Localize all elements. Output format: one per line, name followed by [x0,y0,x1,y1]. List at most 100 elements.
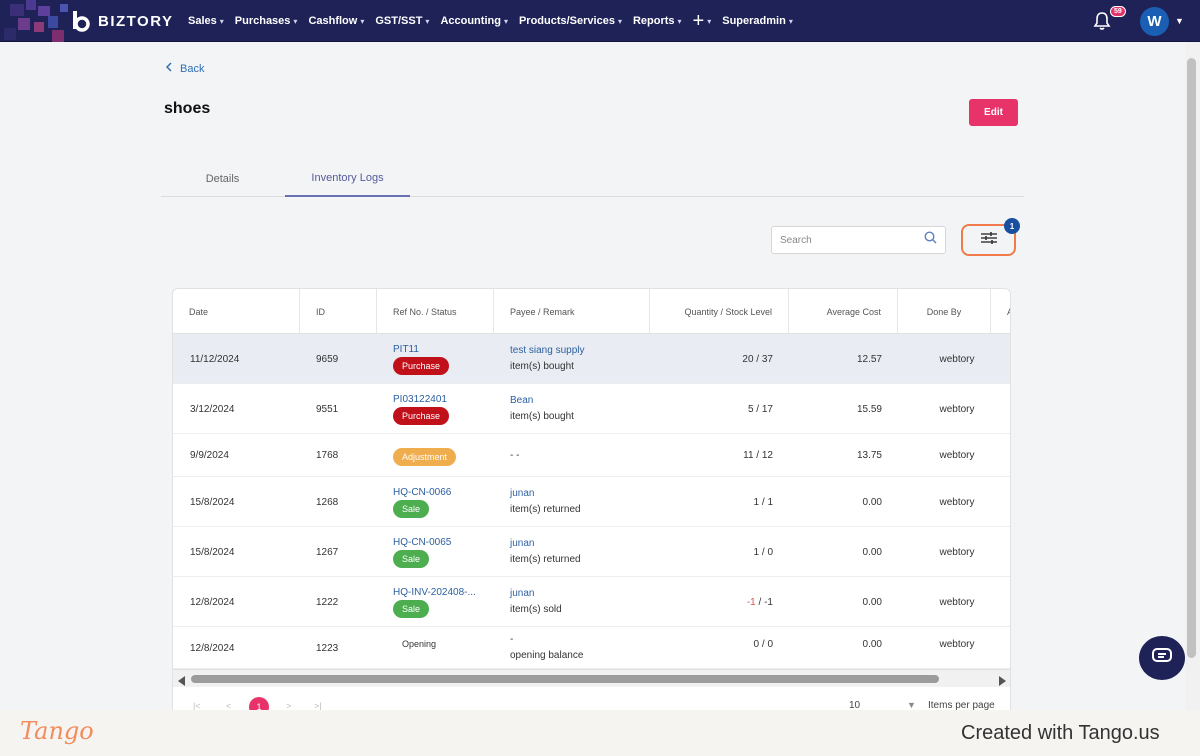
table-row[interactable]: 9/9/2024 1768 Adjustment - - 11 / 12 13.… [173,434,1010,477]
brand-pixel-decoration [0,0,100,42]
scrollbar-thumb[interactable] [191,675,939,683]
brand-name: BIZTORY [98,12,174,30]
remark: item(s) bought [510,361,574,372]
cell-average-cost: 13.75 [856,450,882,461]
per-page-select[interactable]: 10 [849,700,861,711]
cell-date: 15/8/2024 [190,546,235,558]
menu-reports[interactable]: Reports ▾ [632,15,682,27]
user-avatar[interactable]: W [1140,7,1169,36]
quantity-stock: 5 / 17 [747,403,773,415]
inventory-logs-table: Date ID Ref No. / Status Payee / Remark … [172,288,1011,728]
chevron-down-icon: ▾ [707,16,712,26]
bell-icon[interactable] [1093,11,1111,31]
chat-icon [1152,647,1172,669]
cell-done-by: webtory [939,353,975,365]
menu-quick-add[interactable]: + ▾ [693,11,712,31]
table-row[interactable]: 12/8/2024 1223 Opening - opening balance… [173,627,1010,669]
ref-link[interactable]: HQ-CN-0066 [393,486,452,498]
status-badge: Purchase [393,356,450,375]
column-header-payee-remark[interactable]: Payee / Remark [494,289,650,334]
search-icon[interactable] [924,231,937,249]
chevron-down-icon: ▾ [293,16,298,26]
quantity-stock: 1 / 0 [753,546,773,558]
table-row[interactable]: 15/8/2024 1267 HQ-CN-0065 Sale junan ite… [173,527,1010,577]
chevron-down-icon[interactable]: ▼ [907,700,916,710]
chat-support-button[interactable] [1139,636,1185,680]
cell-date: 11/12/2024 [190,353,240,365]
payee-link[interactable]: Bean [510,395,534,406]
cell-id: 1768 [316,450,339,461]
tab-bar: Details Inventory Logs [161,160,1024,197]
payee-link[interactable]: junan [510,488,535,499]
payee-link[interactable]: test siang supply [510,345,585,356]
next-page-button[interactable]: > [286,701,292,711]
remark: item(s) returned [510,504,581,515]
quantity-stock: 20 / 37 [742,353,773,365]
prev-page-button[interactable]: < [226,701,232,711]
menu-purchases[interactable]: Purchases ▾ [234,15,298,27]
chevron-down-icon: ▾ [617,16,622,26]
table-horizontal-scrollbar[interactable] [173,669,1010,687]
quantity-stock: 11 / 12 [743,450,773,461]
column-header-done-by[interactable]: Done By [898,289,991,334]
menu-sales[interactable]: Sales ▾ [188,15,224,27]
filter-count-badge: 1 [1004,218,1020,234]
cell-average-cost: 0.00 [862,638,882,650]
edit-button[interactable]: Edit [969,99,1018,126]
ref-link[interactable]: PIT11 [393,343,419,355]
cell-id: 1223 [316,642,339,654]
back-link[interactable]: Back [165,62,204,75]
sliders-icon [980,231,998,250]
scroll-left-arrow-icon[interactable] [178,673,186,691]
brand-logo[interactable]: BIZTORY [70,9,174,33]
cell-date: 15/8/2024 [190,496,235,508]
menu-gst-sst[interactable]: GST/SST ▾ [375,15,430,27]
table-row[interactable]: 15/8/2024 1268 HQ-CN-0066 Sale junan ite… [173,477,1010,527]
ref-link[interactable]: HQ-CN-0065 [393,536,452,548]
cell-done-by: webtory [939,638,975,650]
column-header-average-cost[interactable]: Average Cost [789,289,898,334]
notification-count-badge: 59 [1110,6,1126,17]
status-label: Opening [402,639,437,649]
menu-products-services[interactable]: Products/Services ▾ [518,15,622,27]
scroll-right-arrow-icon[interactable] [998,673,1006,691]
main-menu: Sales ▾ Purchases ▾ Cashflow ▾ GST/SST ▾ Acc… [188,0,804,42]
menu-superadmin[interactable]: Superadmin ▾ [722,15,793,27]
chevron-down-icon: ▾ [219,16,224,26]
tab-details[interactable]: Details [205,172,240,185]
ref-link[interactable]: PI03122401 [393,393,447,405]
last-page-button[interactable]: >| [314,701,322,711]
menu-cashflow[interactable]: Cashflow ▾ [308,15,365,27]
page-scrollbar-thumb[interactable] [1187,58,1196,658]
tab-inventory-logs[interactable]: Inventory Logs [285,160,410,197]
remark: - - [510,450,520,461]
column-header-date[interactable]: Date [173,289,300,334]
payee-link[interactable]: junan [510,538,535,549]
remark: opening balance [510,650,584,661]
status-badge: Sale [393,499,430,518]
quantity-stock: 1 / 1 [753,496,773,508]
menu-accounting[interactable]: Accounting ▾ [440,15,508,27]
status-badge: Adjustment [393,447,457,466]
per-page-label: Items per page [928,700,995,711]
column-header-overflow[interactable]: A [991,289,1010,334]
table-row[interactable]: 12/8/2024 1222 HQ-INV-202408-... Sale ju… [173,577,1010,627]
chevron-down-icon: ▾ [360,16,365,26]
column-header-id[interactable]: ID [300,289,377,334]
cell-date: 9/9/2024 [190,450,229,461]
payee-link[interactable]: junan [510,588,535,599]
search-input[interactable] [780,234,924,246]
first-page-button[interactable]: |< [193,701,201,711]
column-header-quantity-stock[interactable]: Quantity / Stock Level [650,289,789,334]
table-row[interactable]: 3/12/2024 9551 PI03122401 Purchase Bean … [173,384,1010,434]
chevron-down-icon: ▾ [425,16,430,26]
table-row[interactable]: 11/12/2024 9659 PIT11 Purchase test sian… [173,334,1010,384]
column-header-ref-status[interactable]: Ref No. / Status [377,289,494,334]
cell-date: 3/12/2024 [190,403,235,415]
cell-done-by: webtory [939,450,975,461]
ref-link[interactable]: HQ-INV-202408-... [393,586,476,598]
cell-done-by: webtory [939,546,975,558]
cell-id: 9551 [316,403,339,415]
tango-footer: Tango Created with Tango.us [0,710,1200,756]
chevron-down-icon[interactable]: ▼ [1175,16,1184,26]
